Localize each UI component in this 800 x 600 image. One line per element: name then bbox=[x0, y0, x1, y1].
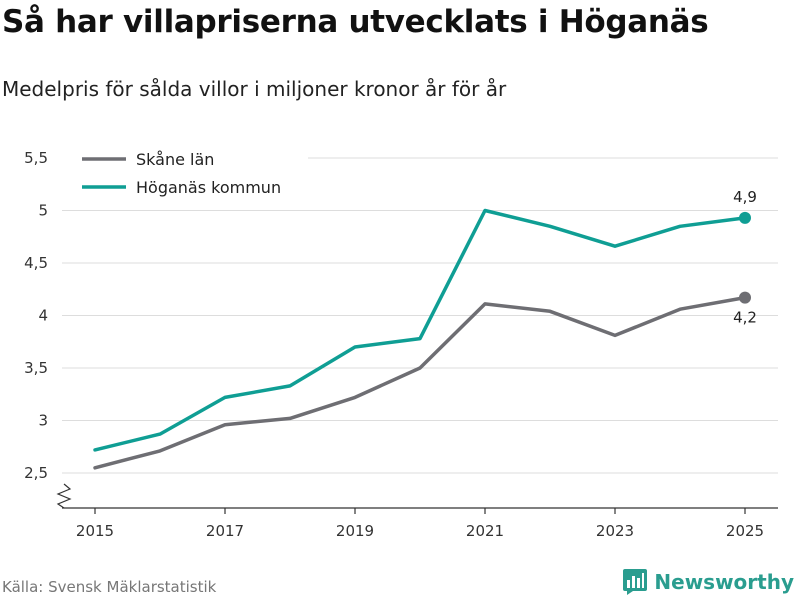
series-line-1 bbox=[93, 208, 747, 452]
x-tick-label: 2017 bbox=[206, 522, 244, 540]
axis-break-icon bbox=[56, 483, 72, 509]
chart-subtitle: Medelpris för sålda villor i miljoner kr… bbox=[2, 77, 507, 101]
data-label: 4,2 bbox=[733, 309, 757, 327]
series-end-point-0 bbox=[739, 291, 751, 304]
series-line-0 bbox=[93, 295, 747, 470]
x-tick-label: 2023 bbox=[596, 522, 634, 540]
y-tick-label: 3,5 bbox=[24, 359, 48, 377]
y-tick-label: 5,5 bbox=[24, 149, 48, 167]
source-note: Källa: Svensk Mäklarstatistik bbox=[2, 578, 217, 596]
chart-title: Så har villapriserna utvecklats i Höganä… bbox=[2, 4, 709, 40]
y-tick-label: 4 bbox=[38, 307, 48, 325]
x-tick-label: 2015 bbox=[76, 522, 114, 540]
data-label: 4,9 bbox=[733, 188, 757, 206]
legend-label: Höganäs kommun bbox=[136, 178, 281, 197]
x-tick-label: 2019 bbox=[336, 522, 374, 540]
legend-label: Skåne län bbox=[136, 150, 214, 169]
y-tick-label: 5 bbox=[38, 202, 48, 220]
series-end-point-1 bbox=[739, 211, 751, 224]
y-tick-label: 3 bbox=[38, 412, 48, 430]
y-tick-label: 2,5 bbox=[24, 464, 48, 482]
brand-logo: Newsworthy bbox=[622, 568, 794, 596]
newsworthy-logo-icon bbox=[623, 569, 648, 595]
x-tick-label: 2025 bbox=[726, 522, 764, 540]
x-tick-label: 2021 bbox=[466, 522, 504, 540]
brand-name: Newsworthy bbox=[654, 570, 794, 594]
y-tick-label: 4,5 bbox=[24, 254, 48, 272]
